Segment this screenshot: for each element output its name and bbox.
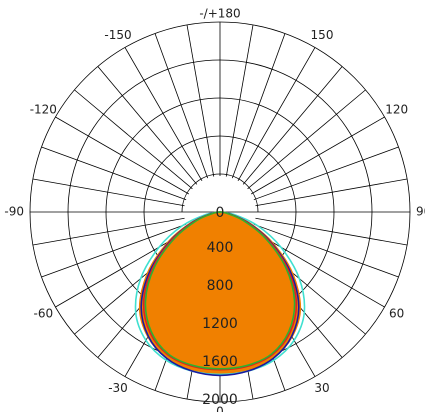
grid-spoke: [186, 24, 215, 177]
grid-spoke: [55, 116, 190, 195]
ring-label: 400: [207, 240, 234, 256]
grid-spoke: [32, 217, 185, 246]
grid-spoke: [231, 33, 286, 179]
grid-spoke: [97, 66, 198, 185]
angle-label: -120: [30, 103, 57, 117]
series-curve-5: [144, 211, 296, 370]
grid-spoke: [154, 33, 209, 179]
angle-label: -90: [4, 205, 24, 219]
angle-label: -/+180: [199, 7, 240, 21]
grid-spoke: [250, 116, 385, 195]
grid-spoke: [242, 66, 343, 185]
ring-label: 0: [216, 205, 225, 221]
grid-spoke: [255, 217, 408, 246]
ring-label: 2000: [202, 392, 238, 408]
grid-spoke: [124, 47, 203, 182]
grid-spoke: [74, 89, 193, 190]
grid-spoke: [253, 223, 399, 278]
angle-label: 150: [311, 28, 334, 42]
grid-spoke: [32, 178, 185, 207]
series-layer: [134, 211, 306, 377]
series-curve-1: [138, 211, 302, 375]
grid-spoke: [237, 47, 316, 182]
grid-spoke: [247, 89, 366, 190]
angle-label: 0: [216, 405, 224, 412]
angle-label: -150: [104, 28, 131, 42]
grid-spoke: [255, 178, 408, 207]
grid-spoke: [225, 24, 254, 177]
ring-label: 1600: [202, 354, 238, 370]
grid-spoke: [41, 223, 187, 278]
ring-labels: 0 400 800 1200 1600 2000: [202, 205, 238, 408]
angle-label: 120: [385, 103, 408, 117]
grid-spoke: [253, 146, 399, 201]
angle-label: 30: [314, 381, 329, 395]
ring-label: 800: [207, 278, 234, 294]
series-curve-2: [134, 211, 306, 376]
angle-label: -30: [108, 381, 128, 395]
series-curve-4: [142, 211, 298, 371]
angle-label: 60: [389, 307, 404, 321]
grid-spoke: [41, 146, 187, 201]
angle-label: -60: [34, 307, 54, 321]
angle-label: 90: [416, 205, 425, 219]
angle-labels: -/+180 150 -150 120 -120 90 -90 60 -60 30 -30 0: [4, 7, 425, 412]
ring-label: 1200: [202, 316, 238, 332]
